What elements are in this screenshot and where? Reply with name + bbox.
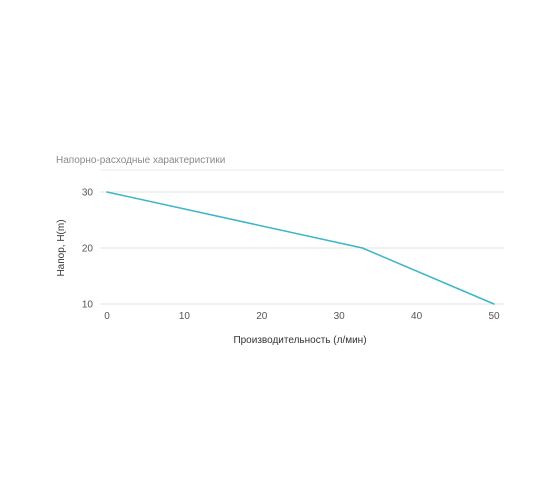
y-tick-label: 10 xyxy=(82,300,94,311)
data-point xyxy=(493,303,495,305)
data-point xyxy=(361,247,364,249)
x-tick-label: 10 xyxy=(179,311,191,322)
x-tick-label: 50 xyxy=(488,311,500,322)
chart-title: Напорно-расходные характеристики xyxy=(56,155,226,166)
x-tick-label: 0 xyxy=(104,311,110,322)
x-tick-label: 40 xyxy=(411,311,423,322)
y-tick-label: 30 xyxy=(82,188,94,199)
grid-lines xyxy=(100,169,504,305)
x-axis-ticks: 0 10 20 30 40 50 xyxy=(104,311,500,322)
data-point xyxy=(106,191,108,193)
y-tick-label: 20 xyxy=(82,244,94,255)
x-tick-label: 30 xyxy=(334,311,346,322)
x-axis-label: Производительность (л/мин) xyxy=(233,335,366,346)
y-axis-ticks: 10 20 30 xyxy=(82,188,94,311)
x-tick-label: 20 xyxy=(256,311,268,322)
y-axis-label: Напор, Н(m) xyxy=(56,219,67,276)
series-group xyxy=(106,191,495,305)
